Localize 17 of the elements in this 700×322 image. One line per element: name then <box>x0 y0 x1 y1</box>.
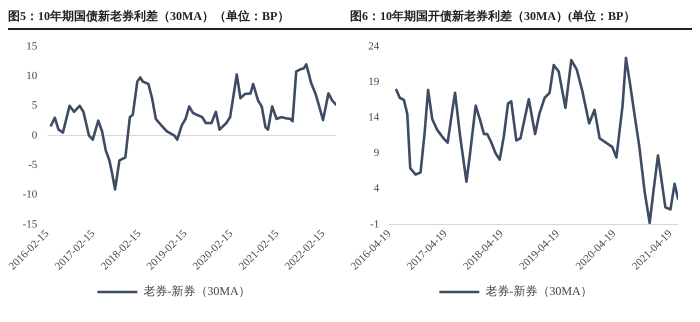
y-tick-label: -15 <box>22 218 38 230</box>
chart-title: 图5：10年期国债新老券利差（30MA）（单位：BP） <box>8 8 350 30</box>
legend-label: 老券-新券（30MA） <box>485 284 593 298</box>
y-tick-label: 9 <box>374 147 380 160</box>
chart-title: 图6：10年期国开债新老券利差（30MA）(单位：BP） <box>350 8 692 30</box>
y-tick-label: 24 <box>368 40 380 52</box>
y-tick-label: 5 <box>32 100 38 112</box>
y-tick-label: -10 <box>22 188 38 201</box>
y-tick-label: 4 <box>374 182 380 195</box>
y-tick-label: 10 <box>26 70 38 82</box>
y-tick-label: 0 <box>32 129 38 142</box>
y-tick-label: -5 <box>28 159 38 172</box>
y-tick-label: 19 <box>368 76 380 88</box>
y-tick-label: 15 <box>26 40 38 52</box>
legend-label: 老券-新券（30MA） <box>143 284 251 298</box>
y-tick-label: -1 <box>370 218 380 230</box>
y-tick-label: 14 <box>368 112 380 124</box>
